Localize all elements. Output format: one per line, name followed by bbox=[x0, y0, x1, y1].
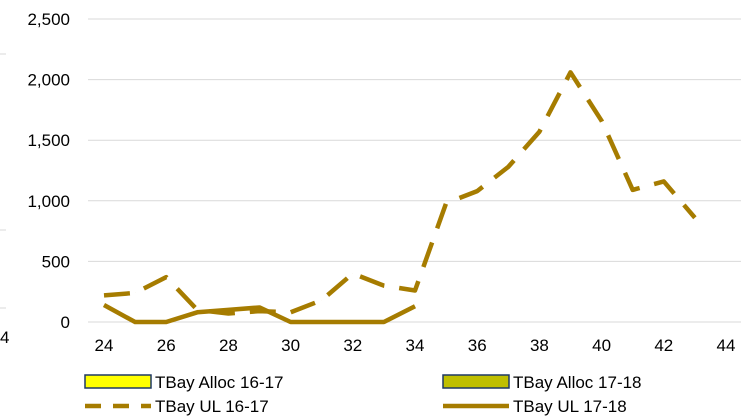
legend-label: TBay Alloc 16-17 bbox=[155, 373, 284, 392]
y-tick-label: 2,000 bbox=[27, 71, 70, 90]
x-tick-label: 40 bbox=[592, 336, 611, 355]
x-axis-ticks: 24 26 28 30 32 34 36 38 40 42 44 bbox=[95, 336, 736, 355]
x-tick-label: 30 bbox=[281, 336, 300, 355]
legend: TBay Alloc 16-17 TBay Alloc 17-18 TBay UL … bbox=[84, 373, 642, 416]
x-tick-label: 28 bbox=[219, 336, 238, 355]
y-tick-label: 0 bbox=[61, 313, 70, 332]
y-tick-label: 1,000 bbox=[27, 192, 70, 211]
x-tick-label: 42 bbox=[654, 336, 673, 355]
series-line-1 bbox=[102, 303, 417, 325]
legend-swatch bbox=[84, 374, 152, 389]
x-tick-label: 32 bbox=[343, 336, 362, 355]
x-tick-label: 26 bbox=[157, 336, 176, 355]
series-line-0 bbox=[103, 70, 697, 316]
x-tick-label: 36 bbox=[468, 336, 487, 355]
left-partial-label: 4 bbox=[0, 328, 9, 347]
x-tick-label: 34 bbox=[406, 336, 425, 355]
legend-label: TBay UL 17-18 bbox=[513, 397, 627, 416]
legend-label: TBay Alloc 17-18 bbox=[513, 373, 642, 392]
x-tick-label: 24 bbox=[95, 336, 114, 355]
x-tick-label: 38 bbox=[530, 336, 549, 355]
legend-label: TBay UL 16-17 bbox=[155, 397, 269, 416]
x-tick-label: 44 bbox=[717, 336, 736, 355]
legend-swatch bbox=[442, 374, 510, 389]
gridlines bbox=[0, 18, 741, 323]
y-axis-ticks: 0 500 1,000 1,500 2,000 2,500 bbox=[27, 10, 70, 332]
y-tick-label: 2,500 bbox=[27, 10, 70, 29]
chart-series bbox=[102, 70, 697, 325]
y-tick-label: 500 bbox=[42, 252, 70, 271]
y-tick-label: 1,500 bbox=[27, 131, 70, 150]
